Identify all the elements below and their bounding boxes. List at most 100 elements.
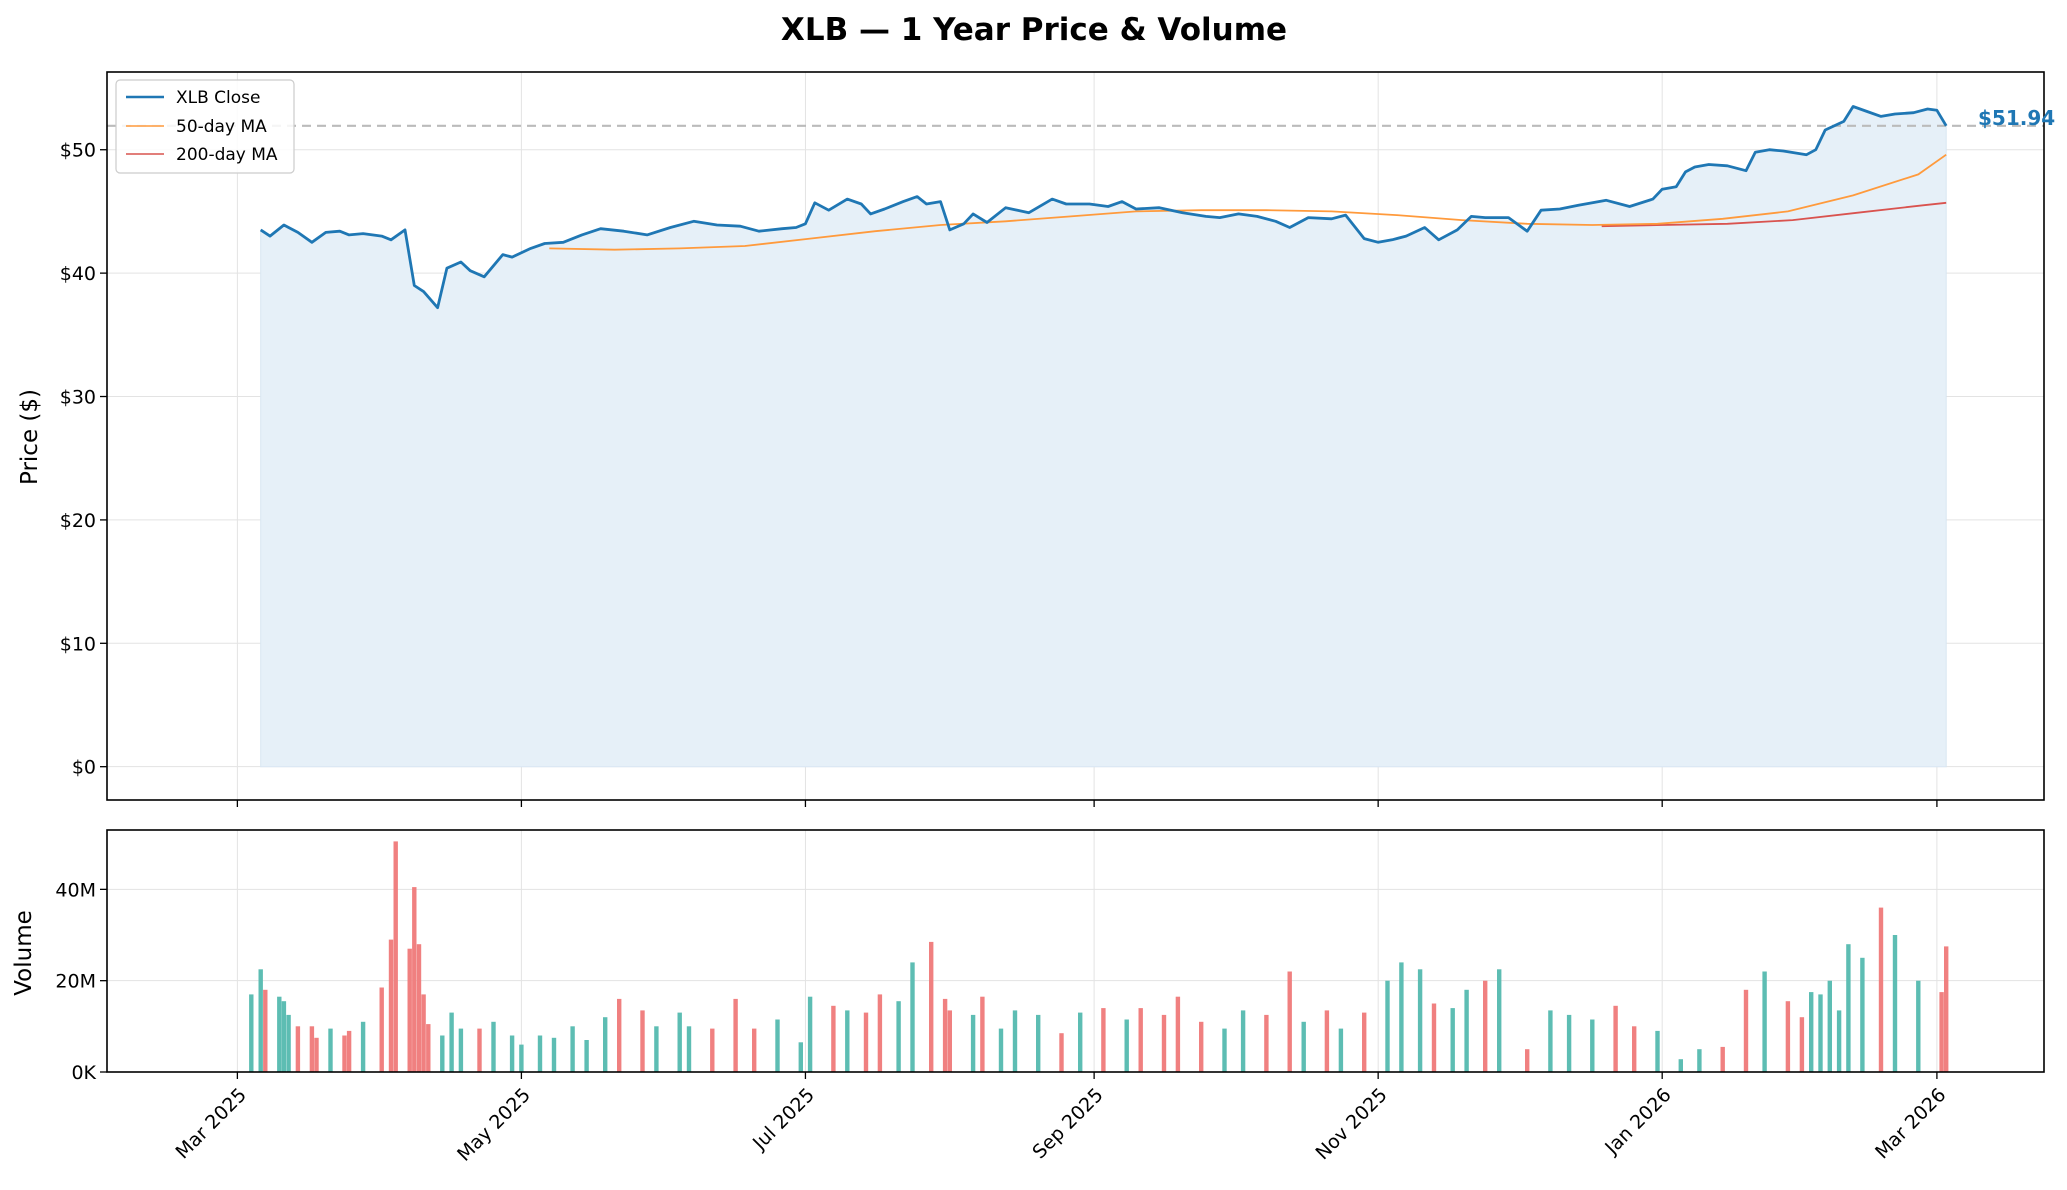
volume-bar: [309, 1026, 315, 1072]
volume-bar: [421, 994, 426, 1072]
last-price-label: $51.94: [1978, 106, 2055, 130]
volume-bar: [929, 941, 934, 1072]
legend-label-ma50: 50-day MA: [176, 117, 267, 137]
volume-bar: [1497, 969, 1502, 1072]
volume-bar: [1590, 1019, 1595, 1072]
volume-bar: [1697, 1049, 1702, 1072]
volume-bar: [1799, 1017, 1805, 1072]
price-y-tick-label: $20: [60, 510, 96, 532]
volume-bar: [752, 1028, 757, 1072]
volume-bar: [1240, 1010, 1246, 1072]
volume-bar: [1632, 1026, 1637, 1072]
volume-bar: [342, 1035, 347, 1072]
volume-bar: [346, 1030, 352, 1072]
price-y-ticks: $0 $10 $20 $30 $40 $50: [60, 140, 107, 779]
volume-bar: [1385, 980, 1390, 1072]
volume-bar: [449, 1012, 454, 1072]
volume-bar: [1287, 971, 1292, 1072]
price-y-tick-label: $30: [60, 387, 96, 409]
volume-bar: [1124, 1019, 1129, 1072]
volume-bar: [1175, 996, 1181, 1072]
legend-box: [115, 79, 295, 174]
volume-bar: [1464, 989, 1469, 1072]
volume-bar: [416, 944, 422, 1072]
volume-bar: [491, 1021, 496, 1072]
volume-bar: [677, 1012, 682, 1072]
volume-axes-frame: [106, 829, 2045, 1073]
volume-bar: [1548, 1010, 1553, 1072]
volume-bar: [603, 1017, 608, 1072]
volume-bar: [1450, 1008, 1455, 1072]
legend-label-ma200: 200-day MA: [176, 145, 278, 165]
volume-bar: [1264, 1014, 1269, 1072]
volume-bar: [1720, 1046, 1725, 1072]
volume-bar: [584, 1040, 589, 1072]
legend: XLB Close 50-day MA 200-day MA: [115, 79, 295, 174]
volume-bar: [863, 1012, 869, 1072]
volume-bar: [1743, 989, 1749, 1072]
volume-bar: [1222, 1028, 1227, 1072]
volume-bar: [798, 1042, 803, 1072]
volume-bar: [458, 1028, 464, 1072]
volume-bar: [1199, 1021, 1204, 1072]
volume-bar: [281, 1001, 287, 1072]
volume-bar: [733, 998, 738, 1072]
volume-bar: [1012, 1010, 1018, 1072]
volume-bar: [1827, 980, 1832, 1072]
price-panel: $0 $10 $20 $30 $40 $50 $51.94 Price ($) XLB C…: [17, 71, 2055, 807]
volume-bar: [1878, 907, 1884, 1072]
volume-bar: [1059, 1033, 1064, 1072]
price-x-ticks: [236, 800, 1938, 807]
volume-bar: [1944, 946, 1949, 1072]
volume-y-tick-label: 20M: [55, 971, 96, 993]
volume-bar: [896, 1001, 901, 1072]
volume-bar: [1362, 1012, 1367, 1072]
volume-bar: [1613, 1005, 1618, 1072]
chart-title: XLB — 1 Year Price & Volume: [781, 12, 1287, 48]
close-price-line: [259, 105, 1948, 310]
volume-bar: [393, 841, 398, 1072]
volume-y-tick-label: 40M: [55, 879, 96, 901]
volume-bar: [775, 1019, 780, 1072]
volume-bar: [1655, 1030, 1660, 1072]
ma200-line: [1601, 201, 1947, 228]
volume-bar: [942, 998, 948, 1072]
ma50-line: [549, 153, 1947, 251]
volume-bar: [314, 1037, 319, 1072]
volume-bar: [1939, 992, 1944, 1072]
volume-bar: [509, 1035, 515, 1072]
volume-bar: [551, 1037, 557, 1072]
price-y-tick-label: $10: [60, 633, 96, 655]
volume-bar: [1483, 980, 1488, 1072]
volume-bar: [617, 998, 622, 1072]
legend-label-close: XLB Close: [176, 88, 261, 108]
volume-bar: [807, 996, 813, 1072]
volume-bar: [1892, 935, 1898, 1072]
volume-bar: [831, 1005, 836, 1072]
volume-bar: [910, 962, 915, 1072]
volume-y-axis-label: Volume: [11, 910, 37, 996]
volume-bar: [379, 987, 384, 1072]
volume-bar: [286, 1014, 291, 1072]
volume-y-ticks: 0K 20M 40M: [55, 879, 107, 1084]
price-axes-frame: [106, 71, 2045, 801]
volume-bar: [654, 1026, 659, 1072]
volume-bars: [249, 841, 1949, 1072]
volume-bar: [1525, 1049, 1530, 1072]
volume-bar: [412, 887, 417, 1072]
volume-bar: [263, 989, 268, 1072]
volume-bar: [1566, 1014, 1572, 1072]
volume-bar: [1161, 1014, 1167, 1072]
volume-bar: [537, 1035, 543, 1072]
volume-bar: [519, 1044, 524, 1072]
volume-bar: [1818, 994, 1823, 1072]
volume-bar: [980, 996, 985, 1072]
volume-bar: [710, 1028, 715, 1072]
volume-bar: [1338, 1028, 1344, 1072]
volume-bar: [686, 1026, 692, 1072]
volume-bar: [1785, 1001, 1791, 1072]
volume-bar: [388, 939, 394, 1072]
volume-bar: [640, 1010, 645, 1072]
